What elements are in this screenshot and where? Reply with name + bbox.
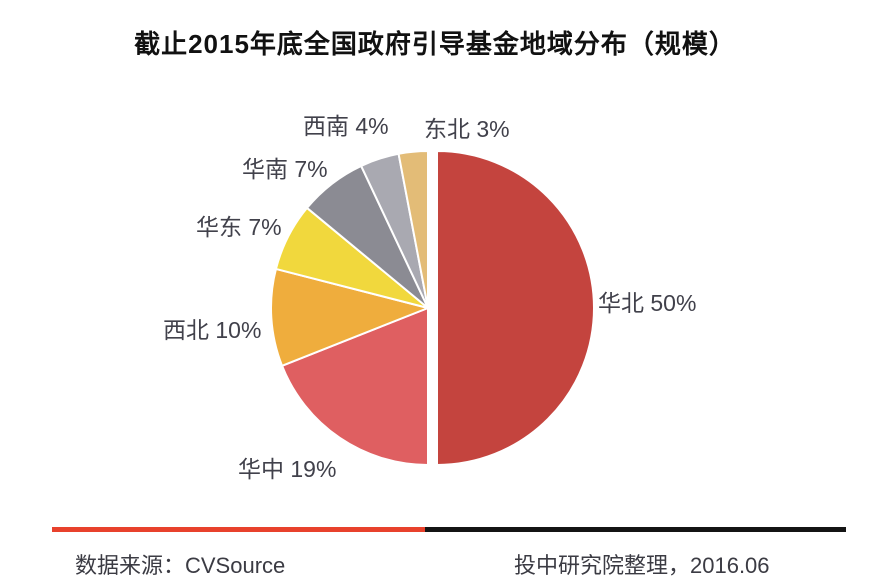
pie-label-xinan: 西南 4% [303,113,389,139]
pie-label-xibei: 西北 10% [163,317,262,343]
pie-label-huadong: 华东 7% [196,214,282,240]
chart-title: 截止2015年底全国政府引导基金地域分布（规模） [134,29,736,59]
divider-black-segment [425,527,846,532]
credit-label: 投中研究院整理，2016.06 [514,553,770,578]
pie-label-huabei: 华北 50% [598,290,697,316]
data-source-label: 数据来源：CVSource [75,553,286,578]
pie-label-dongbei: 东北 3% [424,116,510,142]
pie-label-huazhong: 华中 19% [238,456,337,482]
pie-label-huanan: 华南 7% [242,156,328,182]
divider-red-segment [52,527,425,532]
footer-divider [52,527,846,532]
pie-slice-华中 [281,307,429,466]
pie-slice-西北 [270,267,429,367]
pie-slice-华北 [436,150,595,466]
pie-slice-东北 [397,150,429,309]
